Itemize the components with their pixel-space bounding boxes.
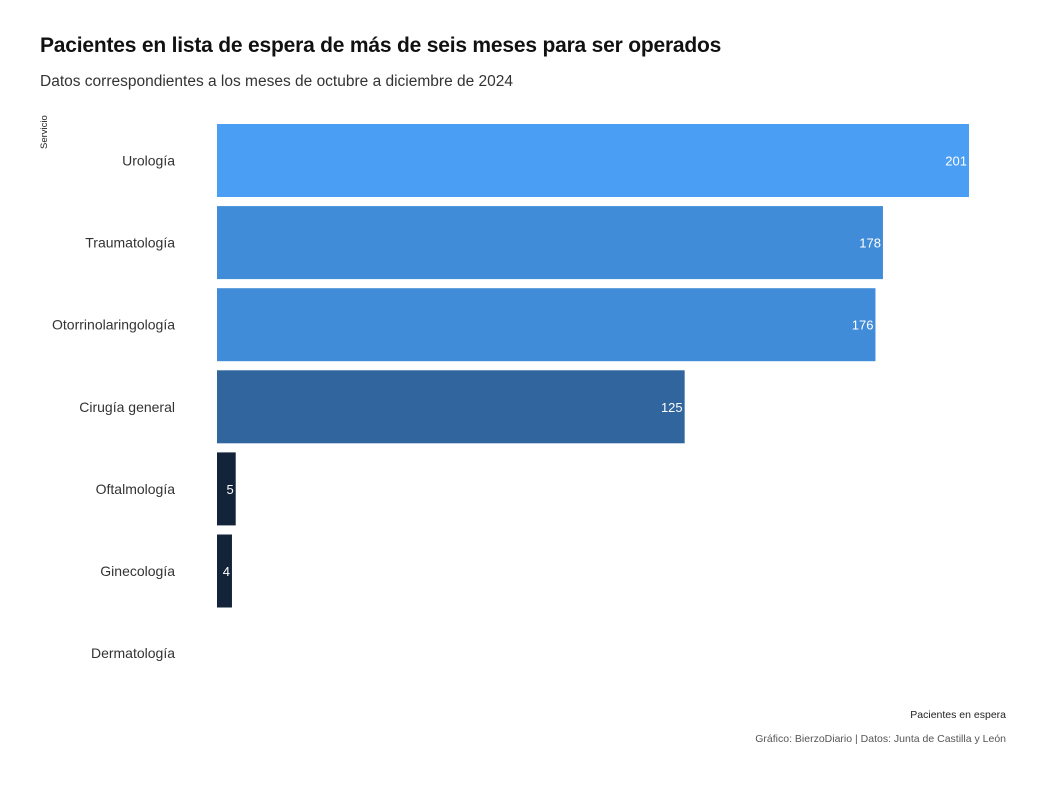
value-label-ginecologia: 4 — [223, 564, 230, 579]
chart-title: Pacientes en lista de espera de más de s… — [40, 34, 722, 57]
value-label-oftalmologia: 5 — [226, 482, 233, 497]
bar-ginecologia — [217, 534, 232, 608]
x-axis-label: Pacientes en espera — [910, 709, 1006, 721]
category-label-oftalmologia: Oftalmología — [96, 481, 176, 497]
category-label-urologia: Urología — [122, 153, 175, 169]
bar-chart: Urología 201 Traumatología 178 Otorrinolarin… — [52, 124, 969, 661]
category-label-otorrinolaringologia: Otorrinolaringología — [52, 317, 175, 333]
value-label-urologia: 201 — [945, 154, 967, 169]
chart-subtitle: Datos correspondientes a los meses de oc… — [40, 73, 514, 90]
category-label-ginecologia: Ginecología — [100, 563, 175, 579]
value-label-cirugia-general: 125 — [661, 400, 683, 415]
value-label-otorrinolaringologia: 176 — [852, 318, 874, 333]
bar-cirugia-general — [217, 370, 685, 444]
category-label-dermatologia: Dermatología — [91, 645, 175, 661]
category-label-cirugia-general: Cirugía general — [79, 399, 175, 415]
value-label-traumatologia: 178 — [859, 236, 881, 251]
bar-oftalmologia — [217, 452, 236, 526]
bar-otorrinolaringologia — [217, 288, 876, 362]
chart-caption: Gráfico: BierzoDiario | Datos: Junta de … — [755, 733, 1006, 745]
bar-traumatologia — [217, 206, 883, 280]
bar-urologia — [217, 124, 969, 197]
category-label-traumatologia: Traumatología — [85, 235, 175, 251]
